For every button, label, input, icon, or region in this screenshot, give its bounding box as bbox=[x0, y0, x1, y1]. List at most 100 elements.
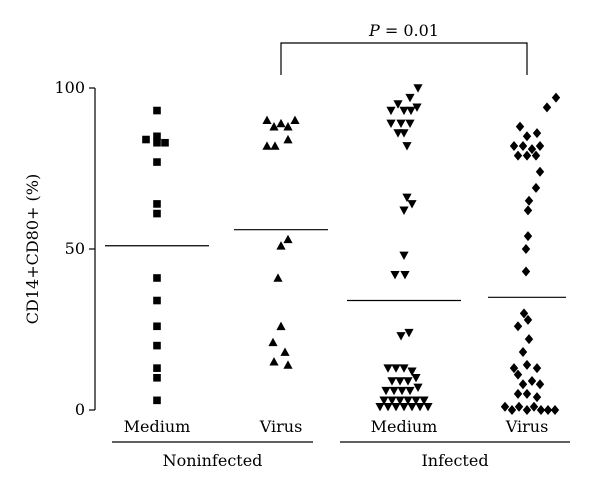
data-point-triangle-down bbox=[387, 396, 397, 405]
data-point-diamond bbox=[523, 205, 533, 216]
data-point-diamond bbox=[532, 392, 542, 403]
data-point-triangle-down bbox=[386, 119, 396, 129]
p-value-annotation: P = 0.01 bbox=[368, 21, 439, 40]
group-label: Noninfected bbox=[163, 451, 263, 470]
data-point-triangle-down bbox=[399, 106, 409, 116]
data-point-triangle-down bbox=[404, 328, 414, 338]
data-point-diamond bbox=[522, 150, 532, 161]
data-point-triangle-down bbox=[402, 193, 412, 203]
bracket-line bbox=[280, 42, 528, 75]
data-point-diamond bbox=[529, 401, 539, 412]
condition-label: Medium bbox=[371, 417, 438, 436]
data-point-triangle-up bbox=[269, 122, 279, 131]
data-point-triangle-down bbox=[415, 402, 425, 412]
data-point-triangle-up bbox=[270, 141, 280, 150]
data-point-triangle-up bbox=[276, 321, 286, 331]
data-point-diamond bbox=[531, 182, 541, 193]
group-label: Infected bbox=[421, 451, 488, 470]
data-point-triangle-down bbox=[383, 402, 393, 412]
data-point-diamond bbox=[515, 121, 525, 132]
data-point-triangle-down bbox=[411, 396, 421, 405]
data-point-triangle-up bbox=[268, 337, 278, 347]
data-point-diamond bbox=[532, 128, 542, 139]
data-points bbox=[142, 84, 561, 415]
data-point-square bbox=[153, 374, 161, 382]
data-point-square bbox=[153, 106, 161, 115]
data-point-triangle-down bbox=[397, 386, 407, 396]
data-point-triangle-up bbox=[280, 347, 290, 356]
data-point-diamond bbox=[551, 92, 561, 103]
data-point-square bbox=[153, 132, 161, 141]
data-point-triangle-up bbox=[273, 273, 283, 282]
data-point-triangle-down bbox=[383, 364, 393, 373]
data-point-diamond bbox=[500, 401, 510, 412]
data-point-triangle-up bbox=[283, 134, 293, 144]
data-point-triangle-down bbox=[407, 367, 417, 376]
data-point-diamond bbox=[513, 321, 523, 332]
data-point-triangle-down bbox=[399, 129, 409, 138]
data-point-triangle-up bbox=[276, 241, 286, 250]
data-point-diamond bbox=[531, 150, 541, 161]
data-point-triangle-down bbox=[423, 402, 433, 412]
data-point-diamond bbox=[514, 401, 524, 412]
data-point-triangle-down bbox=[399, 364, 409, 373]
data-point-diamond bbox=[524, 195, 534, 206]
data-point-square bbox=[153, 322, 161, 331]
data-point-diamond bbox=[527, 376, 537, 387]
data-point-square bbox=[153, 364, 161, 372]
data-point-square bbox=[153, 274, 161, 282]
data-point-triangle-down bbox=[402, 142, 412, 151]
data-point-triangle-down bbox=[413, 383, 423, 393]
data-point-triangle-down bbox=[386, 106, 396, 116]
y-tick-label: 100 bbox=[54, 78, 85, 97]
y-tick-label: 0 bbox=[75, 400, 85, 419]
data-point-triangle-down bbox=[375, 402, 385, 412]
data-point-diamond bbox=[532, 363, 542, 374]
data-point-triangle-down bbox=[393, 129, 403, 138]
data-point-triangle-down bbox=[399, 251, 409, 261]
data-point-diamond bbox=[522, 359, 532, 370]
data-point-triangle-down bbox=[396, 119, 406, 129]
condition-label: Medium bbox=[124, 417, 191, 436]
x-axis-labels: Medium Virus Medium Virus Noninfected Infecte… bbox=[112, 417, 570, 470]
data-point-square bbox=[142, 135, 150, 144]
data-point-triangle-down bbox=[395, 377, 405, 386]
data-point-square bbox=[153, 158, 161, 166]
condition-label: Virus bbox=[505, 417, 549, 436]
data-point-diamond bbox=[543, 405, 553, 415]
data-point-diamond bbox=[535, 379, 545, 390]
data-point-triangle-down bbox=[381, 386, 391, 396]
data-point-triangle-down bbox=[419, 396, 429, 405]
data-point-triangle-up bbox=[290, 115, 300, 124]
data-point-triangle-up bbox=[269, 357, 279, 366]
median-lines bbox=[105, 229, 566, 302]
data-point-diamond bbox=[519, 308, 529, 319]
data-point-triangle-down bbox=[403, 396, 413, 405]
data-point-triangle-up bbox=[283, 234, 293, 244]
data-point-triangle-down bbox=[389, 386, 399, 396]
data-point-square bbox=[153, 138, 161, 147]
data-point-diamond bbox=[536, 405, 546, 415]
data-point-diamond bbox=[524, 334, 534, 345]
data-point-diamond bbox=[523, 231, 533, 242]
data-point-diamond bbox=[513, 369, 523, 380]
data-point-triangle-up bbox=[283, 360, 293, 369]
data-point-diamond bbox=[522, 405, 532, 415]
data-point-triangle-down bbox=[413, 84, 423, 93]
data-point-triangle-down bbox=[403, 377, 413, 386]
data-point-diamond bbox=[535, 166, 545, 177]
data-point-triangle-down bbox=[391, 364, 401, 373]
data-point-square bbox=[153, 396, 161, 405]
data-point-diamond bbox=[513, 150, 523, 161]
data-point-diamond bbox=[518, 347, 528, 358]
data-point-triangle-up bbox=[262, 141, 272, 150]
data-point-diamond bbox=[522, 131, 532, 142]
data-point-triangle-down bbox=[400, 270, 410, 280]
data-point-triangle-down bbox=[387, 377, 397, 386]
data-point-triangle-down bbox=[379, 396, 389, 405]
data-point-square bbox=[153, 209, 161, 218]
y-ticks: 0 50 100 bbox=[54, 78, 95, 419]
data-point-diamond bbox=[521, 266, 531, 277]
data-point-diamond bbox=[542, 102, 552, 113]
